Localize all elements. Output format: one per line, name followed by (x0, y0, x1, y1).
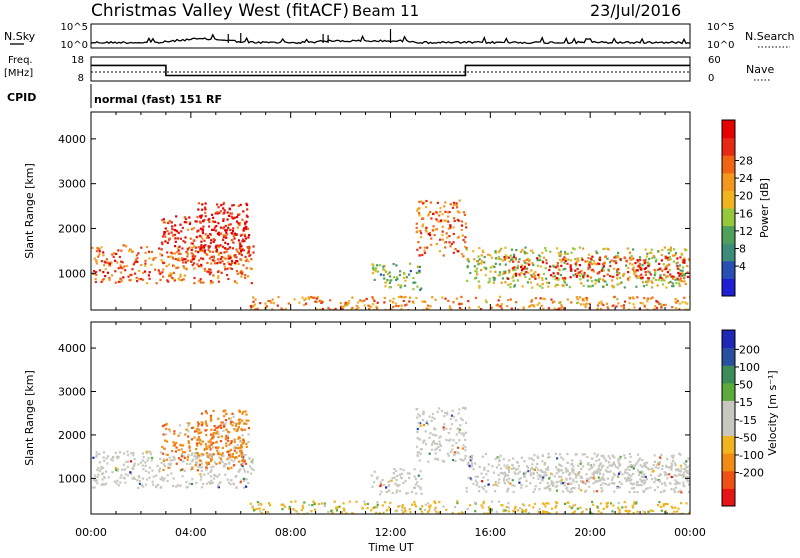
sky-panel-frame (90, 23, 691, 49)
velocity-colorbar-swatch (722, 400, 735, 419)
power-colorbar-swatch (722, 137, 735, 156)
velocity-colorbar-swatch (722, 418, 735, 437)
sky-tick-top-right: 10^5 (707, 22, 734, 33)
freq-tick-8: 8 (78, 73, 84, 84)
velocity-colorbar-label: Velocity [m s⁻¹] (766, 370, 779, 455)
power-colorbar-label: Power [dB] (758, 178, 771, 238)
velocity-colorbar-swatch (722, 347, 735, 366)
sky-tick-bottom-left: 10^0 (61, 40, 88, 51)
nave-tick-60: 60 (708, 55, 721, 66)
power-heatmap (91, 199, 690, 310)
power-colorbar-tick: 4 (739, 260, 746, 273)
power-colorbar-swatch (722, 172, 735, 191)
date-label: 23/Jul/2016 (590, 1, 681, 20)
x-tick-label: 04:00 (175, 526, 207, 539)
velocity-colorbar-tick: -200 (739, 467, 764, 480)
sky-tick-bottom-right: 10^0 (707, 40, 734, 51)
velocity-colorbar-swatch (722, 382, 735, 401)
power-colorbar-swatch (722, 190, 735, 209)
frequency-trace (91, 64, 690, 77)
power-colorbar-tick: 24 (739, 172, 753, 185)
velocity-colorbar-tick: 100 (739, 361, 760, 374)
x-tick-label: 08:00 (275, 526, 307, 539)
velocity-ytick-label: 4000 (58, 342, 86, 355)
velocity-ytick-label: 3000 (58, 386, 86, 399)
velocity-colorbar-tick: 50 (739, 379, 753, 392)
power-colorbar-tick: 12 (739, 225, 753, 238)
x-axis-label: Time UT (367, 541, 413, 554)
power-colorbar-swatch (722, 225, 735, 244)
velocity-colorbar-swatch (722, 365, 735, 384)
sky-tick-top-left: 10^5 (61, 22, 88, 33)
power-colorbar-tick: 28 (739, 154, 753, 167)
velocity-colorbar-swatch (722, 488, 735, 507)
cpid-label: CPID (7, 91, 36, 104)
power-colorbar-swatch (722, 243, 735, 262)
velocity-colorbar-tick: -50 (739, 431, 757, 444)
x-axis: 00:00 04:00 08:00 12:00 16:00 20:00 00:00 (75, 526, 706, 539)
plot-title: Christmas Valley West (fitACF) (91, 1, 349, 21)
velocity-ylabel: Slant Range [km] (23, 370, 36, 466)
velocity-ytick-label: 1000 (58, 472, 86, 485)
freq-tick-18: 18 (71, 55, 84, 66)
velocity-colorbar-swatch (722, 435, 735, 454)
x-tick-label: 00:00 (674, 526, 706, 539)
velocity-ytick-label: 2000 (58, 429, 86, 442)
nsky-label: N.Sky (4, 30, 36, 43)
nsearch-label: N.Search (745, 30, 795, 43)
power-ytick-label: 2000 (58, 222, 86, 235)
velocity-colorbar-tick: 15 (739, 396, 753, 409)
power-colorbar-swatch (722, 120, 735, 139)
x-tick-label: 20:00 (574, 526, 606, 539)
power-ylabel: Slant Range [km] (23, 163, 36, 259)
power-colorbar-tick: 8 (739, 242, 746, 255)
freq-label: Freq. (8, 55, 33, 66)
velocity-colorbar-tick: -100 (739, 449, 764, 462)
velocity-heatmap (92, 406, 690, 514)
power-colorbar-tick: 16 (739, 207, 753, 220)
power-ytick-label: 4000 (58, 133, 86, 146)
power-colorbar-tick: 20 (739, 190, 753, 203)
power-colorbar-swatch (722, 155, 735, 174)
nave-tick-0: 0 (708, 73, 714, 84)
velocity-colorbar-swatch (722, 470, 735, 489)
power-colorbar-swatch (722, 208, 735, 227)
power-colorbar: 28 24 20 16 12 8 4 (721, 119, 753, 297)
x-tick-label: 00:00 (75, 526, 107, 539)
freq-unit-label: [MHz] (4, 68, 33, 79)
freq-panel-frame (90, 56, 691, 82)
power-ytick-label: 1000 (58, 267, 86, 280)
velocity-colorbar-tick: 200 (739, 343, 760, 356)
power-colorbar-swatch (722, 260, 735, 279)
beam-label: Beam 11 (352, 2, 419, 20)
velocity-colorbar-swatch (722, 453, 735, 472)
x-tick-label: 12:00 (375, 526, 407, 539)
velocity-colorbar-swatch (722, 330, 735, 349)
velocity-colorbar: 200 100 50 15 -15 -50 -100 -200 (721, 329, 764, 507)
power-colorbar-swatch (722, 278, 735, 297)
velocity-colorbar-tick: -15 (739, 414, 757, 427)
cpid-value: normal (fast) 151 RF (94, 93, 222, 106)
nave-label: Nave (746, 63, 774, 76)
power-ytick-label: 3000 (58, 178, 86, 191)
x-tick-label: 16:00 (474, 526, 506, 539)
